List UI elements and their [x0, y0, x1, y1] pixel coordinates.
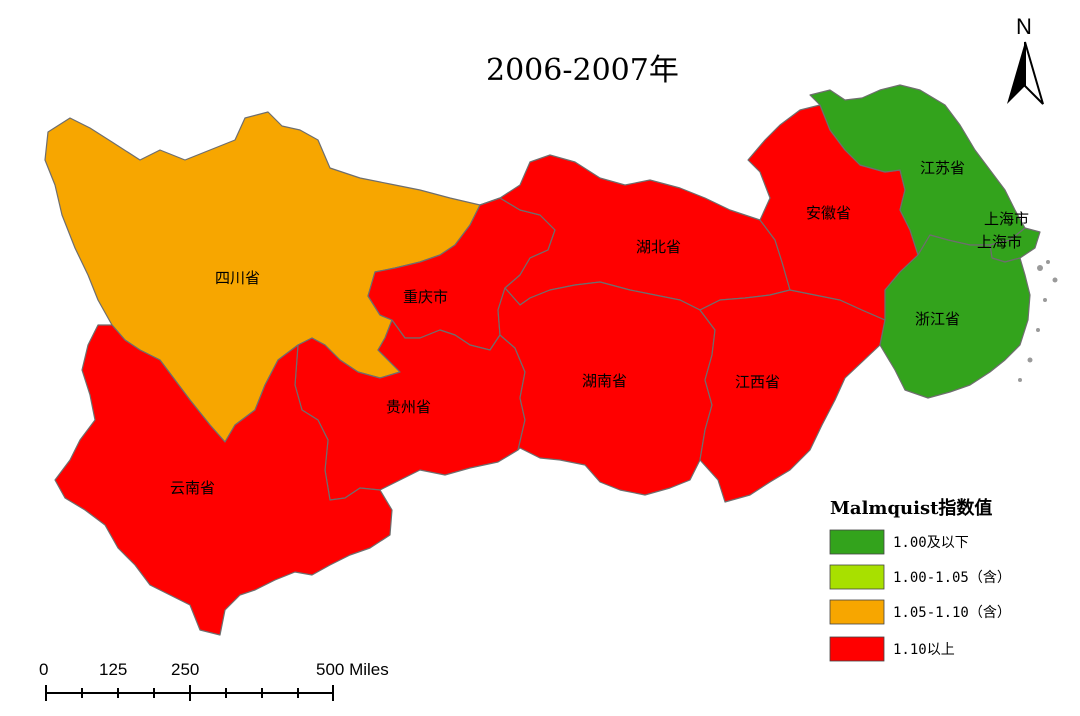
legend-item-label: 1.10以上 — [893, 642, 955, 658]
legend-swatch — [829, 564, 885, 590]
legend-swatch — [829, 529, 885, 555]
label-zhejiang: 浙江省 — [915, 310, 960, 328]
label-hunan: 湖南省 — [582, 372, 627, 390]
coastal-islands — [1018, 260, 1058, 382]
label-hubei: 湖北省 — [636, 238, 681, 256]
scale-label-0: 0 — [39, 660, 48, 679]
legend-item-label: 1.00及以下 — [893, 535, 969, 551]
scale-label-125: 125 — [99, 660, 127, 679]
label-jiangxi: 江西省 — [735, 373, 780, 391]
scale-label-250: 250 — [171, 660, 199, 679]
region-yunnan[interactable] — [54, 324, 393, 636]
region-hunan[interactable] — [497, 281, 716, 496]
label-sichuan: 四川省 — [215, 269, 260, 287]
label-shanghai-2: 上海市 — [977, 233, 1022, 251]
label-guizhou: 贵州省 — [386, 398, 431, 416]
north-arrow-icon — [1007, 42, 1025, 104]
legend-swatch — [829, 636, 885, 662]
label-yunnan: 云南省 — [170, 479, 215, 497]
scale-bar: 0 125 250 500 Miles — [39, 660, 389, 701]
north-arrow-label: N — [1016, 14, 1032, 39]
map-title: 2006-2007年 — [486, 53, 679, 88]
label-jiangsu: 江苏省 — [920, 159, 965, 177]
label-chongqing: 重庆市 — [403, 288, 448, 306]
north-arrow: N — [1007, 14, 1044, 105]
legend-item: 1.00及以下 — [829, 529, 969, 555]
legend-title: Malmquist指数值 — [830, 497, 992, 519]
legend-item-label: 1.05-1.10（含） — [893, 605, 1011, 621]
legend-item: 1.05-1.10（含） — [829, 599, 1011, 625]
label-shanghai: 上海市 — [984, 210, 1029, 228]
legend-item: 1.00-1.05（含） — [829, 564, 1011, 590]
legend: Malmquist指数值 1.00及以下 1.00-1.05（含） 1.05-1… — [829, 497, 1011, 662]
label-anhui: 安徽省 — [806, 204, 851, 222]
region-jiangxi[interactable] — [699, 289, 886, 503]
scale-label-500: 500 Miles — [316, 660, 389, 679]
north-arrow-icon-right — [1024, 41, 1044, 105]
legend-swatch — [829, 599, 885, 625]
legend-item: 1.10以上 — [829, 636, 955, 662]
regions-layer — [44, 84, 1041, 636]
region-zhejiang[interactable] — [879, 234, 1031, 399]
region-labels: 四川省 重庆市 云南省 贵州省 湖北省 湖南省 江西省 安徽省 江苏省 浙江省 … — [170, 159, 1029, 497]
legend-item-label: 1.00-1.05（含） — [893, 570, 1011, 586]
